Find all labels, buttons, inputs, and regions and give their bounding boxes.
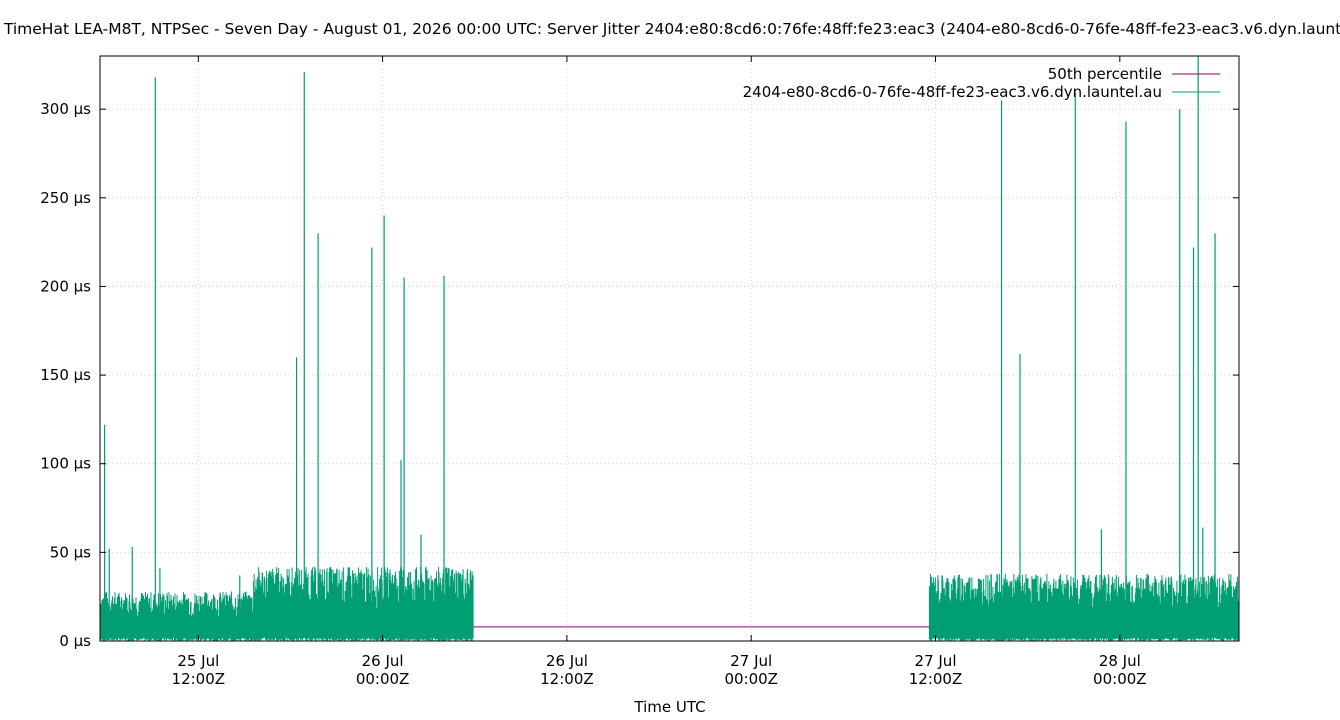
x-tick-label-time: 12:00Z (540, 670, 594, 688)
y-tick-label: 200 µs (40, 277, 91, 295)
x-tick-label-date: 26 Jul (546, 652, 588, 670)
x-tick-label-date: 25 Jul (177, 652, 219, 670)
y-tick-label: 250 µs (40, 189, 91, 207)
jitter-segment (253, 566, 474, 641)
x-tick-label-time: 00:00Z (356, 670, 410, 688)
legend-label-server: 2404-e80-8cd6-0-76fe-48ff-fe23-eac3.v6.d… (743, 83, 1162, 101)
jitter-segment (928, 573, 1240, 641)
x-tick-label-date: 27 Jul (915, 652, 957, 670)
plot-area (99, 56, 1240, 641)
y-tick-label: 100 µs (40, 455, 91, 473)
axis-ticks: 0 µs 50 µs 100 µs 150 µs 200 µs 250 µs 300 µs 2… (40, 56, 1239, 688)
x-tick-label-time: 00:00Z (1093, 670, 1147, 688)
y-tick-label: 50 µs (50, 543, 91, 561)
x-tick-label-date: 26 Jul (362, 652, 404, 670)
x-tick-label-date: 28 Jul (1099, 652, 1141, 670)
x-tick-label-date: 27 Jul (730, 652, 772, 670)
legend-label-median: 50th percentile (1048, 65, 1162, 83)
y-tick-label: 150 µs (40, 366, 91, 384)
y-tick-label: 0 µs (59, 632, 91, 650)
legend: 50th percentile 2404-e80-8cd6-0-76fe-48f… (743, 65, 1220, 101)
x-tick-label-time: 00:00Z (724, 670, 778, 688)
y-tick-label: 300 µs (40, 100, 91, 118)
chart-title: , TimeHat LEA-M8T, NTPSec - Seven Day - … (0, 20, 1340, 38)
plot-border (99, 55, 1240, 642)
x-axis-label: Time UTC (633, 698, 705, 716)
grid-lines (100, 56, 1239, 641)
x-tick-label-time: 12:00Z (909, 670, 963, 688)
x-tick-label-time: 12:00Z (172, 670, 226, 688)
jitter-segment (99, 591, 254, 641)
